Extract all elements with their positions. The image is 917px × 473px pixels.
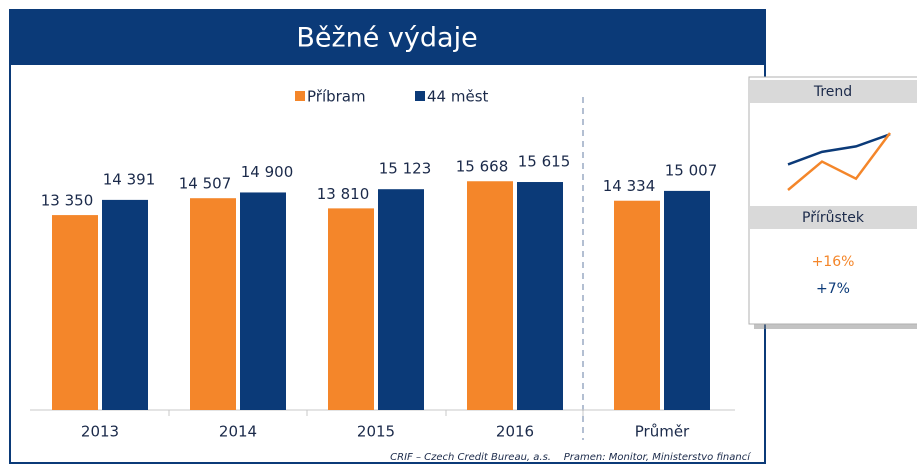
legend-swatch: [415, 91, 425, 101]
x-tick-label: 2016: [496, 423, 534, 441]
header: [10, 10, 765, 65]
bar: [52, 215, 98, 410]
trend-line: [787, 132, 892, 191]
growth-value: +7%: [816, 281, 850, 297]
trend-header: [750, 80, 917, 103]
trend-line: [787, 133, 891, 166]
footnote: CRIF – Czech Credit Bureau, a.s. Pramen:…: [390, 451, 751, 463]
x-tick-label: 2015: [357, 423, 395, 441]
bar: [664, 190, 710, 410]
legend-swatch: [295, 91, 305, 101]
chart-title: Běžné výdaje: [296, 23, 477, 54]
data-label: 15 007: [665, 161, 718, 179]
bar: [517, 182, 563, 410]
x-tick-label: 2014: [219, 423, 257, 441]
bar: [378, 189, 424, 410]
bar: [467, 181, 513, 410]
data-label: 14 900: [241, 163, 294, 181]
bar: [240, 192, 286, 410]
bar: [102, 199, 148, 410]
data-label: 13 350: [41, 192, 94, 210]
x-tick-label: Průměr: [635, 423, 690, 441]
legend-label: 44 měst: [427, 88, 489, 106]
side-panel: [748, 76, 917, 325]
data-label: 13 810: [317, 185, 370, 203]
growth-value: +16%: [812, 254, 855, 270]
data-label: 15 668: [456, 158, 509, 176]
data-label: 15 615: [518, 153, 571, 171]
growth-title: Přírůstek: [802, 210, 865, 226]
bar: [614, 200, 660, 410]
bar: [190, 198, 236, 410]
data-label: 14 391: [103, 170, 156, 188]
data-label: 15 123: [379, 160, 432, 178]
legend-label: Příbram: [307, 88, 366, 106]
trend-title: Trend: [813, 84, 852, 100]
data-label: 14 507: [179, 175, 232, 193]
data-label: 14 334: [603, 177, 656, 195]
growth-header: [750, 206, 917, 229]
bar: [328, 208, 374, 410]
x-tick-label: 2013: [81, 423, 119, 441]
